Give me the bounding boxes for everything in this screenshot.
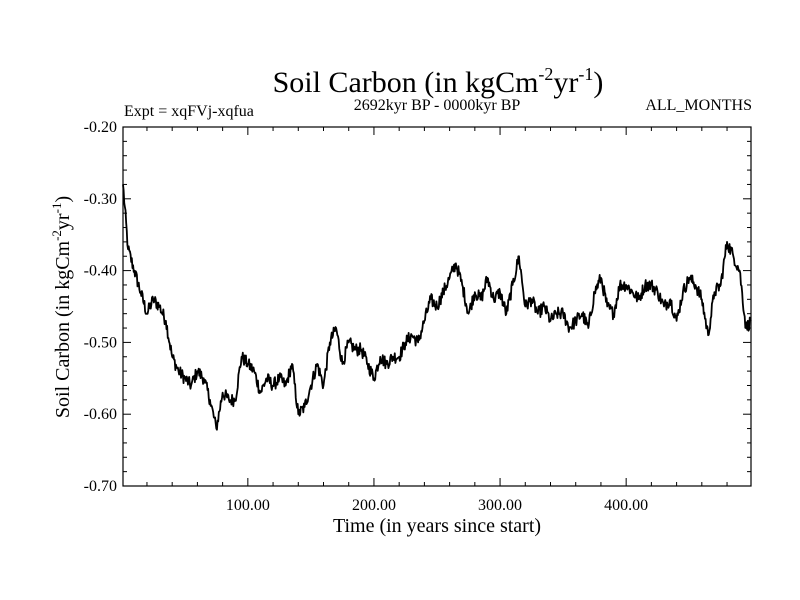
y-tick-label: -0.50 bbox=[84, 334, 117, 351]
x-tick-labels: 100.00 200.00 300.00 400.00 bbox=[226, 497, 648, 514]
y-tick-label: -0.40 bbox=[84, 263, 117, 280]
plot-frame bbox=[122, 126, 752, 487]
y-tick-label: -0.30 bbox=[84, 191, 117, 208]
x-axis-label: Time (in years since start) bbox=[333, 515, 541, 537]
axis-ticks bbox=[123, 126, 751, 487]
x-tick-label: 200.00 bbox=[352, 497, 396, 514]
y-axis-label: Soil Carbon (in kgCm-2yr-1) bbox=[49, 196, 74, 418]
y-tick-labels: -0.20 -0.30 -0.40 -0.50 -0.60 -0.70 bbox=[84, 119, 117, 495]
x-tick-label: 100.00 bbox=[226, 497, 270, 514]
y-tick-label: -0.20 bbox=[84, 119, 117, 136]
chart-title: Soil Carbon (in kgCm-2yr-1) bbox=[273, 64, 604, 99]
time-range-label: 2692kyr BP - 0000kyr BP bbox=[354, 97, 521, 114]
months-label: ALL_MONTHS bbox=[645, 97, 752, 114]
series-line-soil-carbon bbox=[122, 184, 752, 431]
x-tick-label: 300.00 bbox=[478, 497, 522, 514]
experiment-label: Expt = xqFVj-xqfua bbox=[124, 103, 254, 120]
y-tick-label: -0.70 bbox=[84, 478, 117, 495]
y-tick-label: -0.60 bbox=[84, 406, 117, 423]
x-tick-label: 400.00 bbox=[604, 497, 648, 514]
